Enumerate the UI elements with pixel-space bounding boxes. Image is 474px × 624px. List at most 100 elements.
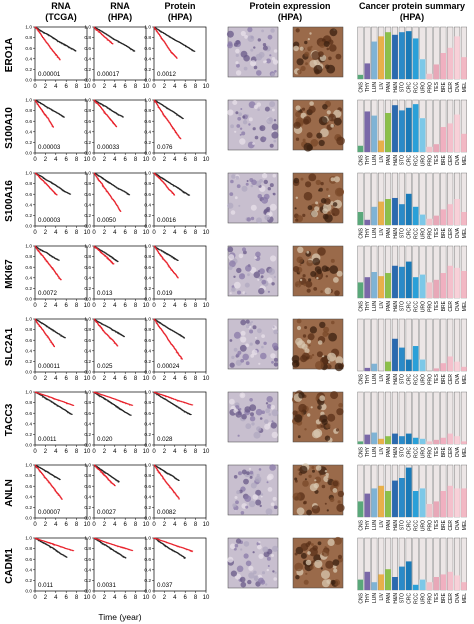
tissue-blob <box>319 395 326 402</box>
x-tick-label: 2 <box>103 157 107 163</box>
tissue-blob <box>261 334 265 338</box>
tissue-blob <box>273 192 276 196</box>
summary-bar-fill <box>412 206 419 225</box>
summary-bar: CRC <box>405 391 413 458</box>
plot-frame <box>153 464 207 519</box>
x-tick-label: 8 <box>194 230 198 236</box>
tissue-blob <box>293 121 301 129</box>
y-tick-label: 1.0 <box>84 390 91 396</box>
cancer-type-label: PAN <box>386 228 392 238</box>
x-tick-label: 10 <box>84 449 91 455</box>
cancer-type-label: CRC <box>407 301 413 312</box>
tissue-blob <box>294 414 303 423</box>
summary-bar: RCC <box>412 318 419 385</box>
tissue-blob <box>272 173 277 178</box>
tissue-blob <box>332 480 339 487</box>
p-value: 0.013 <box>97 290 113 297</box>
tissue-blob <box>241 185 248 192</box>
y-tick-label: 0.6 <box>84 265 91 271</box>
tissue-blob <box>249 342 253 346</box>
tissue-blob <box>336 503 345 512</box>
x-tick-label: 8 <box>75 230 79 236</box>
tissue-blob <box>306 259 314 267</box>
summary-bar: H&N <box>391 464 399 531</box>
x-tick-label: 0 <box>152 522 156 528</box>
cancer-type-label: LIV <box>379 227 385 235</box>
tissue-blob <box>329 265 339 274</box>
y-tick-label: 0.8 <box>84 546 91 552</box>
tissue-blob <box>244 292 247 295</box>
y-tick-label: 0.0 <box>25 443 32 449</box>
tissue-blob <box>246 324 250 329</box>
p-value: 0.00024 <box>157 363 180 370</box>
cancer-type-label: PAN <box>386 301 392 311</box>
x-axis-title: Time (year) <box>98 612 141 622</box>
y-tick-label: 0.0 <box>144 589 151 595</box>
y-tick-label: 0.6 <box>25 557 32 563</box>
cancer-type-label: STO <box>400 155 406 165</box>
cancer-type-label: LUN <box>372 82 378 92</box>
summary-bar: STO <box>398 172 406 238</box>
cancer-type-label: PRO <box>427 520 433 531</box>
tissue-blob <box>322 104 328 110</box>
summary-bar-fill <box>364 434 371 444</box>
cancer-type-label: CNS <box>358 154 364 165</box>
summary-bar: CER <box>447 318 454 385</box>
summary-bar: PRO <box>426 318 433 385</box>
cancer-type-label: RCC <box>413 301 419 312</box>
ihc-image-high <box>292 172 345 224</box>
plot-frame <box>93 99 147 154</box>
tissue-blob <box>255 70 262 76</box>
cancer-type-label: THY <box>365 519 371 530</box>
x-tick-label: 6 <box>124 376 128 382</box>
x-tick-label: 2 <box>163 522 167 528</box>
tissue-blob <box>272 59 279 65</box>
tissue-blob <box>262 546 269 553</box>
tissue-blob <box>332 488 338 493</box>
tissue-blob <box>269 183 274 188</box>
tissue-blob <box>260 579 266 585</box>
summary-bar: STO <box>398 391 406 457</box>
tissue-blob <box>227 109 234 116</box>
summary-bar: RCC <box>412 26 419 93</box>
tissue-blob <box>231 355 235 360</box>
x-tick-label: 8 <box>134 522 138 528</box>
tissue-blob <box>311 353 315 357</box>
tissue-blob <box>307 551 311 555</box>
summary-bar-fill <box>433 439 440 444</box>
x-tick-label: 0 <box>92 303 96 309</box>
y-tick-label: 0.0 <box>84 589 91 595</box>
tissue-blob <box>293 45 299 52</box>
x-tick-label: 2 <box>163 303 167 309</box>
y-tick-label: 0.0 <box>84 297 91 303</box>
y-tick-label: 0.8 <box>144 254 151 260</box>
plot-frame <box>34 318 88 373</box>
y-tick-label: 0.4 <box>84 275 91 281</box>
tissue-blob <box>307 46 312 51</box>
x-tick-label: 10 <box>203 303 210 309</box>
tissue-blob <box>265 583 268 586</box>
cancer-type-label: THY <box>365 592 371 603</box>
x-tick-label: 2 <box>103 449 107 455</box>
tissue-blob <box>311 543 314 546</box>
y-tick-label: 0.8 <box>25 108 32 114</box>
tissue-blob <box>336 136 345 146</box>
y-tick-label: 0.4 <box>25 129 32 135</box>
tissue-blob <box>312 560 315 563</box>
plot-frame <box>34 537 88 592</box>
ihc-background <box>227 99 279 151</box>
summary-bar: URO <box>419 172 426 239</box>
gene-label: ERO1A <box>4 38 15 72</box>
tissue-blob <box>244 282 250 288</box>
tissue-blob <box>333 568 338 573</box>
summary-bar-fill <box>433 144 440 152</box>
y-tick-label: 0.6 <box>84 46 91 52</box>
x-tick-label: 10 <box>84 303 91 309</box>
x-tick-label: 6 <box>184 449 188 455</box>
tissue-blob <box>302 334 307 338</box>
tissue-blob <box>336 408 344 416</box>
x-tick-label: 10 <box>203 449 210 455</box>
tissue-blob <box>304 40 308 45</box>
